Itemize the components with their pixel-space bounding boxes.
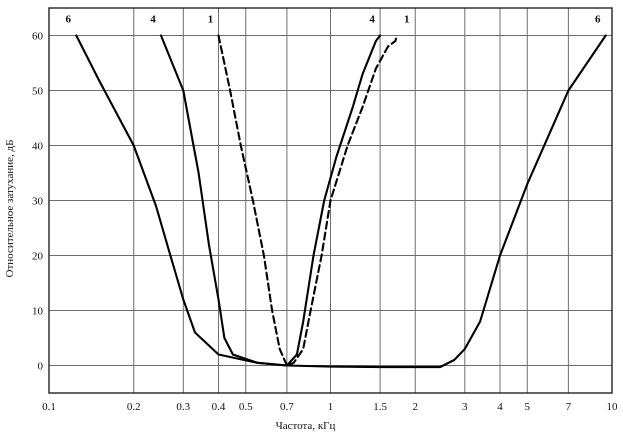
x-tick-label: 0.1 — [42, 401, 56, 413]
x-tick-label: 10 — [607, 401, 619, 413]
x-tick-label: 0.3 — [176, 401, 190, 413]
curve-label: 1 — [208, 14, 214, 26]
curve-label: 6 — [66, 14, 72, 26]
y-tick-label: 20 — [32, 251, 44, 263]
curve-label: 4 — [150, 14, 156, 26]
tick-labels: 0.1 0.2 0.3 0.4 0.5 0.7 1 1.5 2 3 4 5 7 10 0 10 20 30 40 50… — [32, 31, 618, 414]
x-tick-label: 4 — [497, 401, 503, 413]
plot-frame — [48, 7, 613, 394]
x-tick-label: 7 — [566, 401, 572, 413]
x-tick-label: 0.2 — [127, 401, 141, 413]
y-tick-label: 40 — [32, 141, 44, 153]
series-line-1-dashed — [217, 34, 398, 367]
x-tick-label: 0.5 — [239, 401, 253, 413]
x-tick-label: 0.4 — [212, 401, 226, 413]
y-tick-label: 50 — [32, 86, 44, 98]
curve-label: 6 — [595, 14, 601, 26]
x-tick-label: 3 — [462, 401, 468, 413]
curve-label: 1 — [404, 14, 410, 26]
y-tick-label: 60 — [32, 31, 44, 43]
x-tick-label: 1.5 — [373, 401, 387, 413]
x-tick-label: 2 — [412, 401, 418, 413]
y-tick-label: 10 — [32, 306, 44, 318]
x-tick-label: 0.7 — [280, 401, 294, 413]
x-tick-label: 5 — [525, 401, 531, 413]
series-line-4 — [159, 34, 382, 367]
y-tick-label: 30 — [32, 196, 44, 208]
grid — [48, 7, 613, 394]
y-axis-label: Относительное затухание, дБ — [4, 140, 16, 278]
series-group — [75, 34, 607, 369]
series-line-6 — [75, 34, 607, 369]
curve-label: 4 — [369, 14, 375, 26]
x-tick-label: 1 — [328, 401, 334, 413]
x-axis-label: Частота, кГц — [276, 420, 336, 432]
curve-labels: 6 4 1 4 1 6 — [66, 14, 601, 26]
y-tick-label: 0 — [38, 361, 44, 373]
